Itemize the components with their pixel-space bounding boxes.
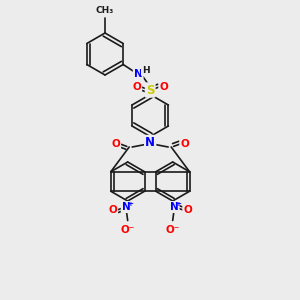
Text: S: S <box>146 83 154 97</box>
Text: O: O <box>132 82 141 92</box>
Text: O: O <box>183 205 192 215</box>
Text: O: O <box>180 139 189 149</box>
Text: O⁻: O⁻ <box>121 224 135 235</box>
Text: N: N <box>145 136 155 149</box>
Text: O: O <box>108 205 117 215</box>
Text: O⁻: O⁻ <box>166 224 180 235</box>
Text: O: O <box>111 139 120 149</box>
Text: N: N <box>170 202 178 212</box>
Text: H: H <box>142 66 149 75</box>
Text: +: + <box>176 201 182 207</box>
Text: CH₃: CH₃ <box>96 6 114 15</box>
Text: O: O <box>159 82 168 92</box>
Text: +: + <box>128 201 134 207</box>
Text: N: N <box>134 68 142 79</box>
Text: N: N <box>122 202 130 212</box>
